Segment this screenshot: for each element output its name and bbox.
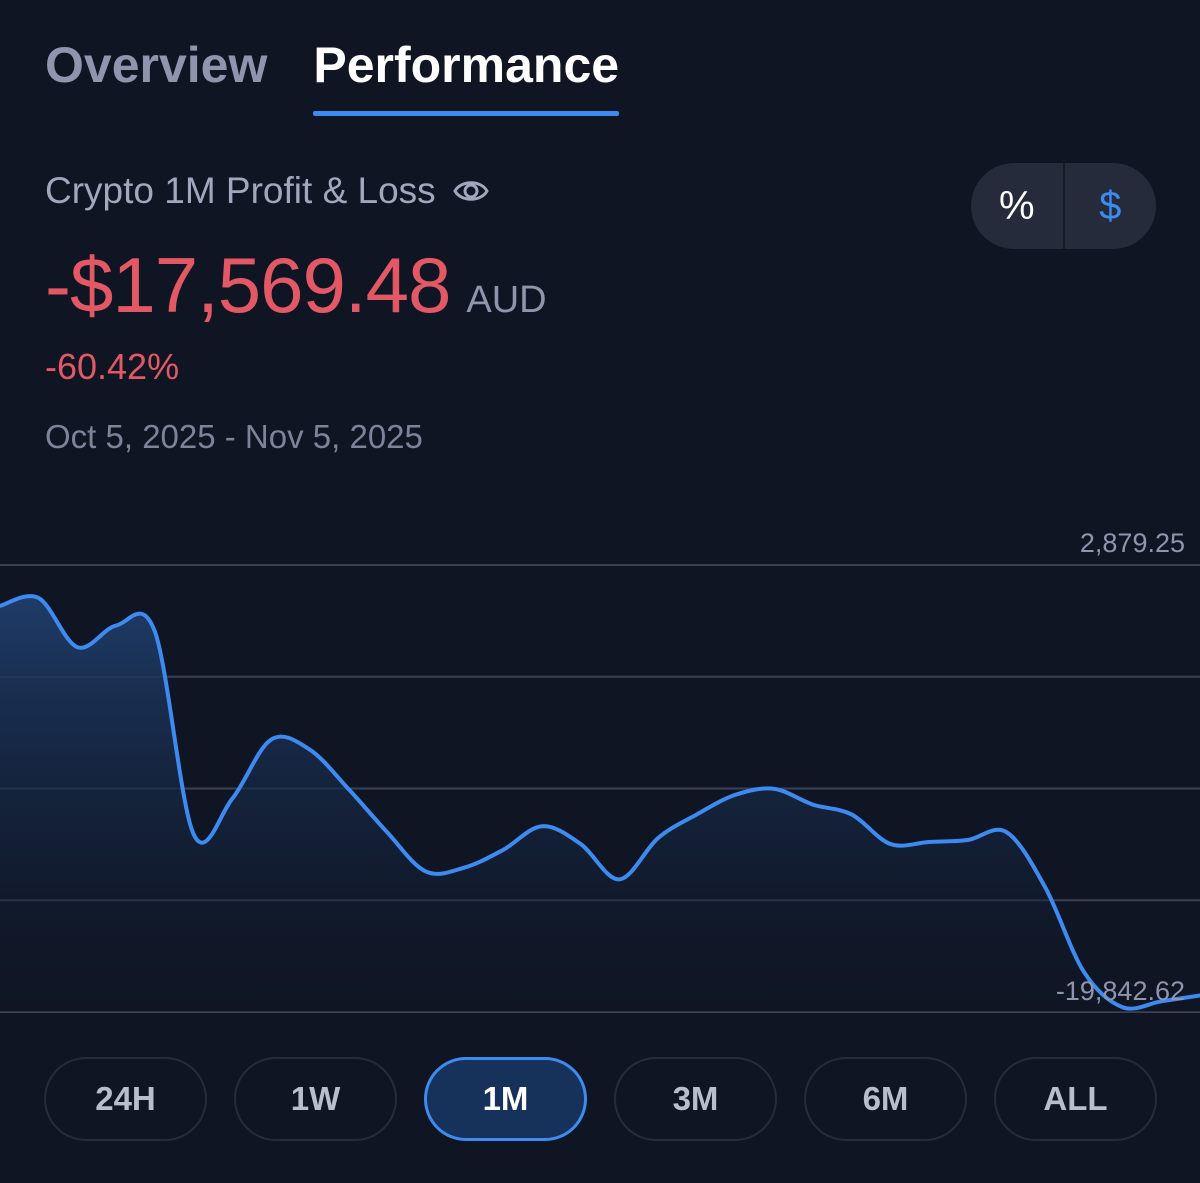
tab-performance[interactable]: Performance	[313, 28, 620, 118]
y-axis-max-label: 2,879.25	[1079, 528, 1185, 558]
active-tab-indicator	[313, 111, 620, 116]
percent-toggle-button[interactable]: %	[998, 183, 1035, 228]
tab-overview[interactable]: Overview	[45, 37, 268, 93]
period-button-6m[interactable]: 6M	[804, 1057, 967, 1141]
currency-label: AUD	[466, 279, 547, 321]
pnl-value: -$17,569.48	[45, 241, 451, 329]
period-button-all[interactable]: ALL	[994, 1057, 1157, 1141]
period-button-1w[interactable]: 1W	[234, 1057, 397, 1141]
pnl-header: Crypto 1M Profit & Loss	[45, 170, 490, 212]
tab-performance-label: Performance	[313, 37, 620, 93]
dollar-toggle-button[interactable]: $	[1099, 183, 1122, 228]
unit-toggle: % $	[971, 163, 1156, 249]
toggle-divider	[1062, 163, 1065, 249]
date-range: Oct 5, 2025 - Nov 5, 2025	[45, 418, 423, 455]
pnl-amount: -$17,569.48 AUD	[45, 240, 547, 331]
pnl-title: Crypto 1M Profit & Loss	[45, 170, 436, 211]
y-axis-min-label: -19,842.62	[1055, 976, 1185, 1006]
tab-bar: Overview Performance	[45, 28, 665, 118]
pnl-chart[interactable]	[0, 0, 1200, 1040]
period-selector: 24H 1W 1M 3M 6M ALL	[44, 1057, 1157, 1141]
chart-series-line	[0, 594, 1200, 1011]
eye-icon[interactable]	[452, 172, 490, 210]
chart-area-fill	[0, 596, 1200, 1012]
period-button-1m[interactable]: 1M	[424, 1057, 587, 1141]
period-button-24h[interactable]: 24H	[44, 1057, 207, 1141]
pnl-percent: -60.42%	[45, 346, 180, 387]
period-button-3m[interactable]: 3M	[614, 1057, 777, 1141]
